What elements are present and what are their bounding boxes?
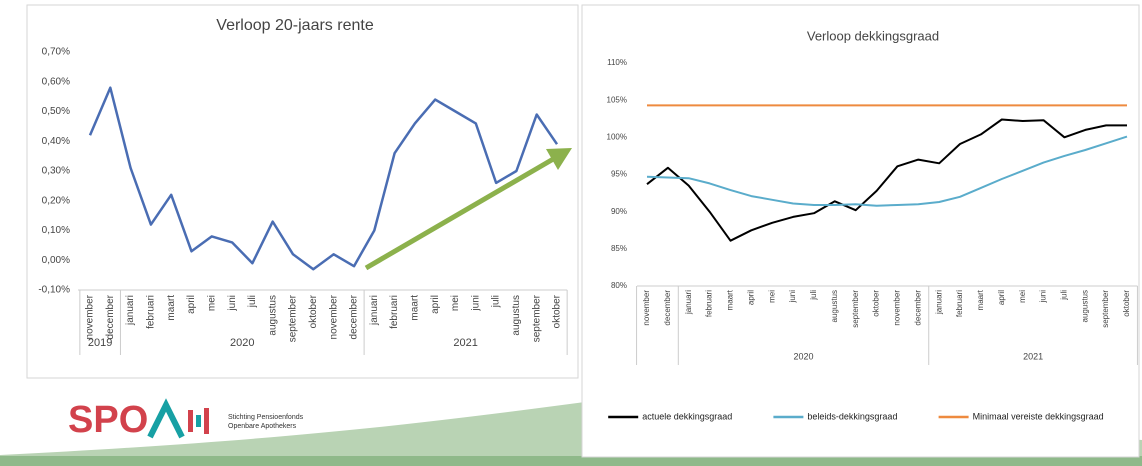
group-label: 2020 bbox=[794, 351, 814, 361]
x-tick-label: november bbox=[328, 294, 339, 339]
chart-panel-right bbox=[581, 4, 1140, 458]
legend-label: beleids-dekkingsgraad bbox=[807, 411, 897, 421]
x-tick-label: oktober bbox=[552, 294, 563, 328]
chart-panel-left bbox=[26, 4, 579, 379]
x-tick-label: mei bbox=[206, 295, 217, 311]
trend-arrowhead bbox=[546, 148, 572, 170]
x-tick-label: juni bbox=[470, 295, 481, 312]
x-tick-label: januari bbox=[934, 290, 943, 315]
x-tick-label: augustus bbox=[830, 290, 839, 322]
x-tick-label: maart bbox=[976, 289, 985, 310]
y-tick-label: -0,10% bbox=[38, 285, 70, 296]
x-tick-label: januari bbox=[369, 295, 380, 326]
x-tick-label: september bbox=[851, 290, 860, 328]
logo-bar bbox=[204, 408, 209, 434]
y-tick-label: 0,40% bbox=[42, 136, 70, 147]
x-tick-label: november bbox=[642, 290, 651, 326]
x-tick-label: juni bbox=[788, 290, 797, 304]
x-tick-label: augustus bbox=[267, 295, 278, 336]
x-tick-label: mei bbox=[1018, 290, 1027, 303]
x-tick-label: december bbox=[913, 290, 922, 326]
x-tick-label: november bbox=[893, 290, 902, 326]
logo-text: Openbare Apothekers bbox=[228, 423, 297, 430]
y-tick-label: 95% bbox=[611, 170, 627, 179]
x-tick-label: april bbox=[997, 290, 1006, 305]
group-label: 2021 bbox=[1023, 351, 1043, 361]
y-tick-label: 110% bbox=[607, 58, 627, 67]
x-tick-label: juni bbox=[227, 295, 238, 312]
x-tick-label: september bbox=[288, 294, 299, 342]
y-tick-label: 105% bbox=[607, 95, 627, 104]
x-tick-label: december bbox=[105, 294, 116, 339]
y-tick-label: 0,50% bbox=[42, 106, 70, 117]
x-tick-label: januari bbox=[684, 290, 693, 315]
chart-title: Verloop 20-jaars rente bbox=[216, 17, 374, 34]
x-tick-label: april bbox=[430, 295, 441, 314]
y-tick-label: 0,20% bbox=[42, 195, 70, 206]
x-tick-label: februari bbox=[955, 290, 964, 317]
x-tick-label: maart bbox=[166, 295, 177, 321]
series-line bbox=[88, 86, 559, 271]
x-tick-label: juli bbox=[809, 290, 818, 301]
bottom-strip bbox=[0, 456, 1142, 466]
x-tick-label: september bbox=[1101, 290, 1110, 328]
y-tick-label: 0,70% bbox=[42, 47, 70, 58]
x-tick-label: juli bbox=[491, 295, 502, 308]
group-label: 2019 bbox=[88, 337, 112, 349]
group-label: 2020 bbox=[230, 337, 254, 349]
chart-title: Verloop dekkingsgraad bbox=[807, 28, 939, 43]
y-tick-label: 100% bbox=[607, 132, 627, 141]
y-tick-label: 0,00% bbox=[42, 255, 70, 266]
legend-label: actuele dekkingsgraad bbox=[642, 411, 732, 421]
x-tick-label: juli bbox=[1060, 290, 1069, 301]
logo: SPO Stichting Pensioenfonds Openbare Apo… bbox=[68, 398, 304, 441]
series-line bbox=[646, 135, 1128, 207]
logo-text: Stichting Pensioenfonds bbox=[228, 414, 304, 421]
y-tick-label: 0,30% bbox=[42, 166, 70, 177]
x-tick-label: juli bbox=[247, 295, 258, 308]
x-tick-label: maart bbox=[410, 295, 421, 321]
x-tick-label: februari bbox=[389, 295, 400, 329]
x-tick-label: april bbox=[746, 290, 755, 305]
logo-bar bbox=[196, 415, 201, 427]
series-line bbox=[646, 118, 1127, 242]
x-tick-label: april bbox=[186, 295, 197, 314]
x-tick-label: september bbox=[531, 294, 542, 342]
trend-arrow bbox=[364, 155, 557, 271]
x-tick-label: augustus bbox=[511, 295, 522, 336]
y-tick-label: 85% bbox=[611, 244, 627, 253]
y-tick-label: 0,60% bbox=[42, 76, 70, 87]
x-tick-label: oktober bbox=[872, 290, 881, 317]
x-tick-label: oktober bbox=[1122, 290, 1131, 317]
y-tick-label: 80% bbox=[611, 281, 627, 290]
x-tick-label: februari bbox=[146, 295, 157, 329]
legend-label: Minimaal vereiste dekkingsgraad bbox=[973, 411, 1104, 421]
x-tick-label: maart bbox=[726, 289, 735, 310]
logo-name: SPO bbox=[68, 399, 148, 441]
x-tick-label: juni bbox=[1039, 290, 1048, 304]
x-tick-label: mei bbox=[767, 290, 776, 303]
logo-glyph bbox=[147, 398, 185, 439]
x-tick-label: december bbox=[663, 290, 672, 326]
x-tick-label: mei bbox=[450, 295, 461, 311]
group-label: 2021 bbox=[453, 337, 477, 349]
y-tick-label: 90% bbox=[611, 207, 627, 216]
x-tick-label: oktober bbox=[308, 294, 319, 328]
logo-bar bbox=[188, 410, 193, 432]
x-tick-label: januari bbox=[125, 295, 136, 326]
y-tick-label: 0,10% bbox=[42, 225, 70, 236]
x-tick-label: november bbox=[85, 294, 96, 339]
x-tick-label: februari bbox=[705, 290, 714, 317]
x-tick-label: december bbox=[349, 294, 360, 339]
x-tick-label: augustus bbox=[1080, 290, 1089, 322]
